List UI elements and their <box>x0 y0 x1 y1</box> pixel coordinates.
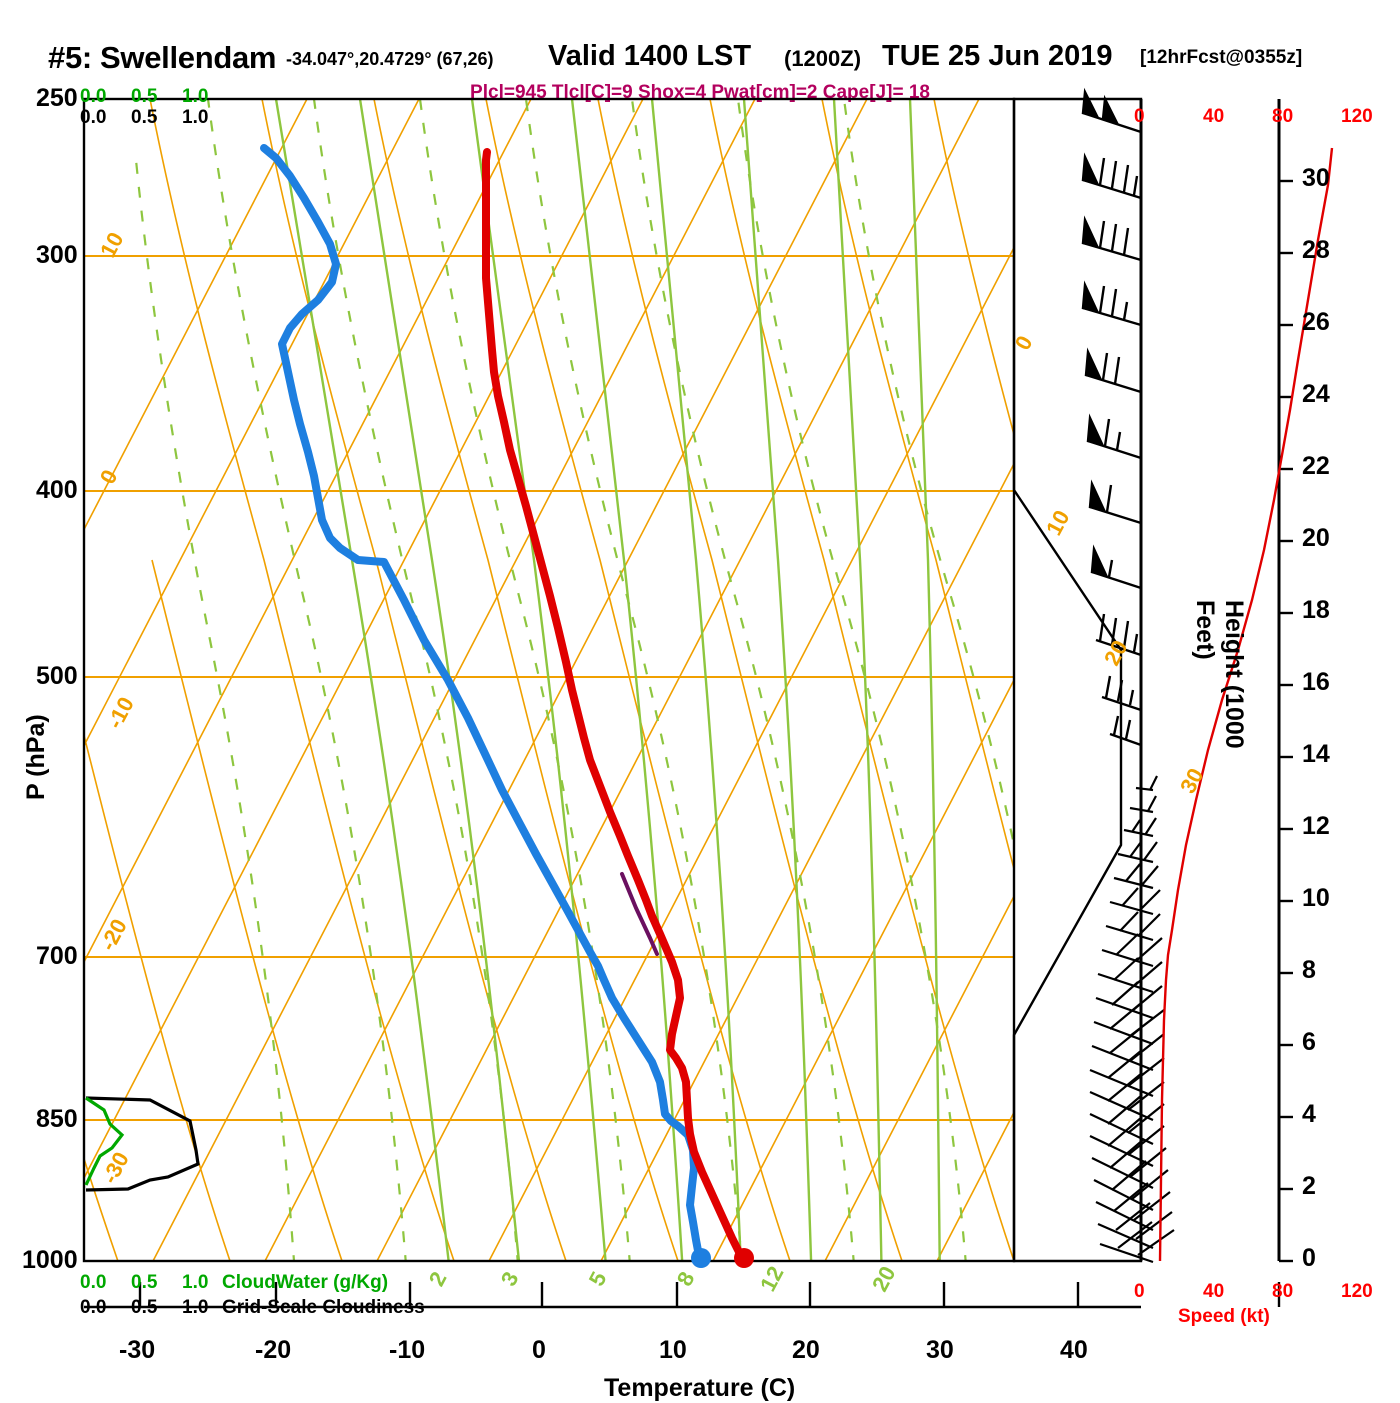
grid-moist-adiabats <box>134 99 1014 1261</box>
station-coords: -34.047°,20.4729° (67,26) <box>286 49 494 69</box>
wind-barbs-upper <box>1081 87 1142 747</box>
temp-tick--30: -30 <box>119 1336 156 1364</box>
temp-tick--20: -20 <box>255 1336 292 1364</box>
temperature-axis-label: Temperature (C) <box>604 1374 796 1402</box>
cloudiness-axis-label: Grid-Scale Cloudiness <box>222 1297 425 1318</box>
pressure-tick-1000: 1000 <box>22 1246 78 1274</box>
speed-top-tick-120: 120 <box>1341 106 1373 127</box>
grid-scale-cloudiness-profile <box>85 1096 200 1192</box>
dewpoint-surface-dot <box>691 1248 711 1268</box>
height-tick-18: 18 <box>1302 596 1330 624</box>
valid-time: Valid 1400 LST <box>548 40 752 72</box>
height-tick-8: 8 <box>1302 956 1316 984</box>
pressure-tick-500: 500 <box>36 662 78 690</box>
pressure-tick-850: 850 <box>36 1105 78 1133</box>
grid-dry-adiabats <box>84 99 1014 1261</box>
cloudwater-tick-2: 1.0 <box>182 1272 209 1293</box>
height-tick-20: 20 <box>1302 524 1330 552</box>
height-tick-22: 22 <box>1302 452 1330 480</box>
temp-tick-20: 20 <box>792 1336 820 1364</box>
cloudiness-tick-0: 0.0 <box>80 1297 107 1318</box>
speed-tick-80: 80 <box>1272 1281 1294 1302</box>
plot-frame <box>82 97 1016 1263</box>
temperature-surface-dot <box>734 1248 754 1268</box>
cloudwater-axis-label: CloudWater (g/Kg) <box>222 1272 389 1293</box>
pressure-tick-700: 700 <box>36 942 78 970</box>
cloudiness-top-tick-1: 0.5 <box>131 107 158 128</box>
cloudiness-top-tick-0: 0.0 <box>80 107 107 128</box>
cloudwater-top-tick-0: 0.0 <box>80 86 107 107</box>
height-axis-label: Height (1000 Feet) <box>1191 600 1248 749</box>
stability-indices: Plcl=945 Tlcl[C]=9 Shox=4 Pwat[cm]=2 Cap… <box>0 82 1400 104</box>
pressure-tick-300: 300 <box>36 241 78 269</box>
cloudwater-top-tick-1: 0.5 <box>131 86 158 107</box>
temperature-curve <box>482 148 746 1261</box>
height-tick-0: 0 <box>1302 1244 1316 1272</box>
parcel-curve <box>620 872 659 956</box>
temp-tick-0: 0 <box>532 1336 546 1364</box>
cloudwater-tick-0: 0.0 <box>80 1272 107 1293</box>
dewpoint-curve <box>260 144 703 1260</box>
cloudiness-tick-2: 1.0 <box>182 1297 209 1318</box>
header: #5: Swellendam -34.047°,20.4729° (67,26)… <box>0 38 1400 78</box>
cloudwater-top-tick-2: 1.0 <box>182 86 209 107</box>
height-tick-28: 28 <box>1302 236 1330 264</box>
height-tick-24: 24 <box>1302 380 1330 408</box>
cloudiness-tick-1: 0.5 <box>131 1297 158 1318</box>
pressure-axis-label: P (hPa) <box>22 714 50 800</box>
pressure-tick-250: 250 <box>36 84 78 112</box>
height-tick-2: 2 <box>1302 1172 1316 1200</box>
speed-top-tick-40: 40 <box>1203 106 1225 127</box>
speed-tick-120: 120 <box>1341 1281 1373 1302</box>
speed-top-tick-80: 80 <box>1272 106 1294 127</box>
station-id: #5: <box>48 40 92 75</box>
height-tick-6: 6 <box>1302 1028 1316 1056</box>
height-tick-16: 16 <box>1302 668 1330 696</box>
height-tick-10: 10 <box>1302 884 1330 912</box>
speed-tick-0: 0 <box>1134 1281 1145 1302</box>
valid-date: TUE 25 Jun 2019 <box>882 40 1113 72</box>
temp-tick-40: 40 <box>1060 1336 1088 1364</box>
height-tick-26: 26 <box>1302 308 1330 336</box>
temp-tick--10: -10 <box>389 1336 426 1364</box>
grid-isotherms <box>84 99 1014 1261</box>
height-curve <box>1158 147 1334 1262</box>
cloudwater-tick-1: 0.5 <box>131 1272 158 1293</box>
cloudiness-top-tick-2: 1.0 <box>182 107 209 128</box>
speed-tick-40: 40 <box>1203 1281 1225 1302</box>
temp-tick-30: 30 <box>926 1336 954 1364</box>
height-axis <box>1158 99 1334 1263</box>
forecast-tag: [12hrFcst@0355z] <box>1140 47 1303 68</box>
station-name: Swellendam <box>100 40 277 75</box>
wind-panel <box>1012 87 1175 1264</box>
height-tick-12: 12 <box>1302 812 1330 840</box>
speed-top-tick-0: 0 <box>1134 106 1145 127</box>
wind-barbs-lower <box>1089 775 1175 1264</box>
grid-mixing-ratio <box>274 99 941 1261</box>
bottom-axis <box>84 1282 1281 1309</box>
stability-indices-text: Plcl=945 Tlcl[C]=9 Shox=4 Pwat[cm]=2 Cap… <box>470 82 930 103</box>
speed-axis-label: Speed (kt) <box>1178 1306 1270 1327</box>
height-tick-14: 14 <box>1302 740 1330 768</box>
valid-time-utc: (1200Z) <box>784 46 862 71</box>
pressure-tick-400: 400 <box>36 476 78 504</box>
height-tick-4: 4 <box>1302 1100 1316 1128</box>
temp-tick-10: 10 <box>659 1336 687 1364</box>
height-tick-30: 30 <box>1302 164 1330 192</box>
cloudwater-profile <box>84 1096 125 1186</box>
